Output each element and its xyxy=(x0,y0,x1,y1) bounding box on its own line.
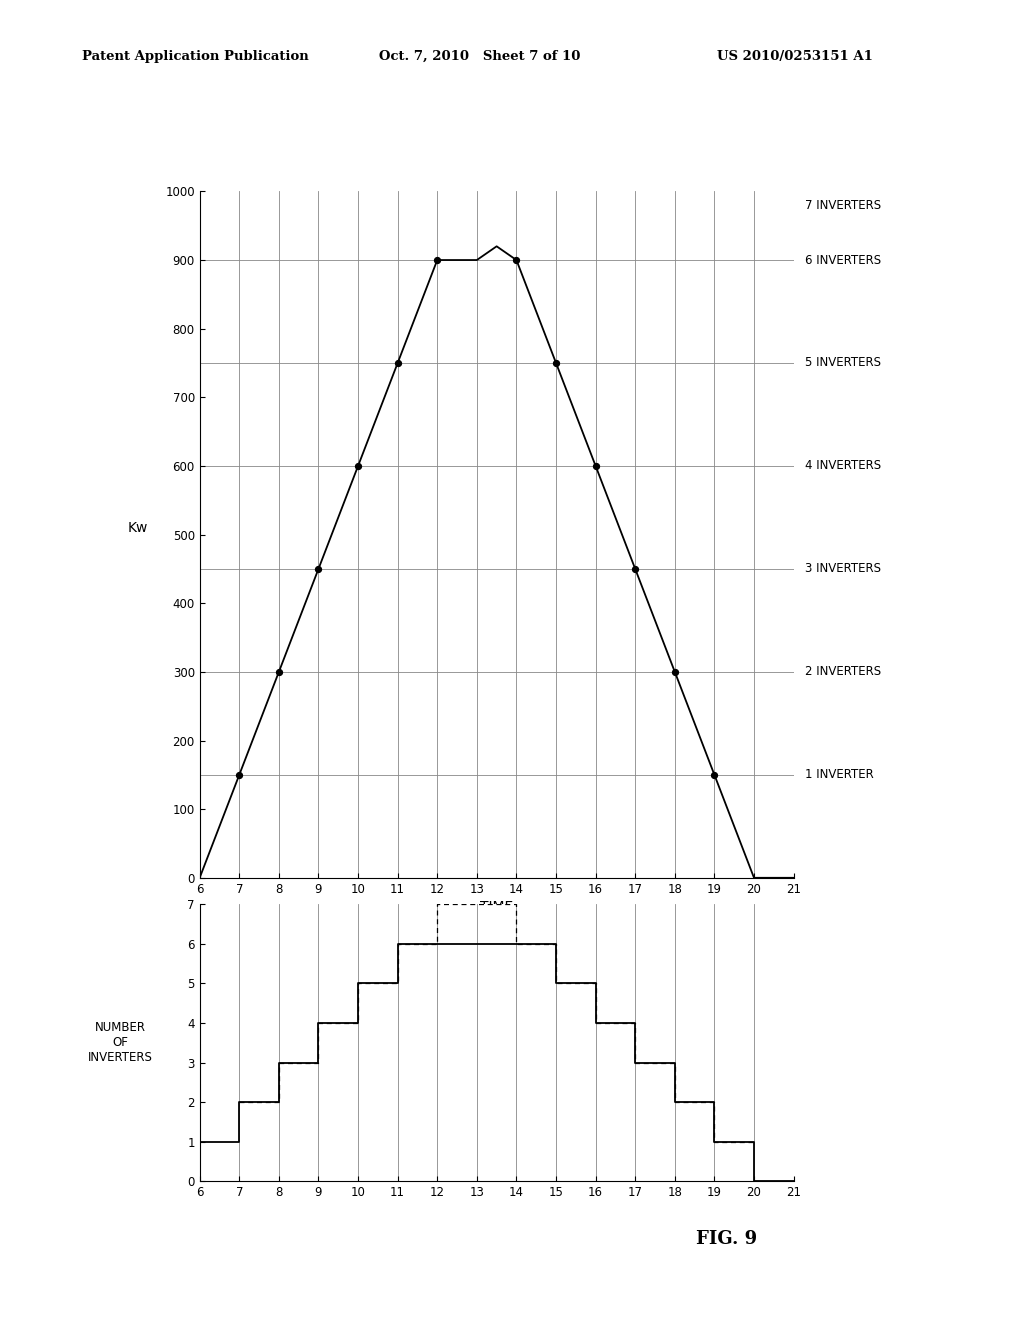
Text: 3 INVERTERS: 3 INVERTERS xyxy=(806,562,882,576)
Text: 2 INVERTERS: 2 INVERTERS xyxy=(806,665,882,678)
Text: FIG. 9: FIG. 9 xyxy=(696,1230,758,1249)
Text: Oct. 7, 2010   Sheet 7 of 10: Oct. 7, 2010 Sheet 7 of 10 xyxy=(379,50,581,63)
Y-axis label: NUMBER
OF
INVERTERS: NUMBER OF INVERTERS xyxy=(88,1022,154,1064)
Point xyxy=(627,558,643,579)
Point xyxy=(310,558,327,579)
Point xyxy=(548,352,564,374)
Text: US 2010/0253151 A1: US 2010/0253151 A1 xyxy=(717,50,872,63)
Text: 4 INVERTERS: 4 INVERTERS xyxy=(806,459,882,473)
Y-axis label: Kw: Kw xyxy=(127,520,147,535)
Point xyxy=(429,249,445,271)
Point xyxy=(270,661,287,682)
Text: Patent Application Publication: Patent Application Publication xyxy=(82,50,308,63)
Point xyxy=(389,352,406,374)
Point xyxy=(508,249,524,271)
Point xyxy=(350,455,367,477)
Point xyxy=(667,661,683,682)
Point xyxy=(588,455,604,477)
X-axis label: TIME: TIME xyxy=(480,900,513,913)
Point xyxy=(707,764,723,785)
Text: 7 INVERTERS: 7 INVERTERS xyxy=(806,198,882,211)
Text: 1 INVERTER: 1 INVERTER xyxy=(806,768,874,781)
Text: 5 INVERTERS: 5 INVERTERS xyxy=(806,356,882,370)
Text: 6 INVERTERS: 6 INVERTERS xyxy=(806,253,882,267)
Point xyxy=(231,764,248,785)
